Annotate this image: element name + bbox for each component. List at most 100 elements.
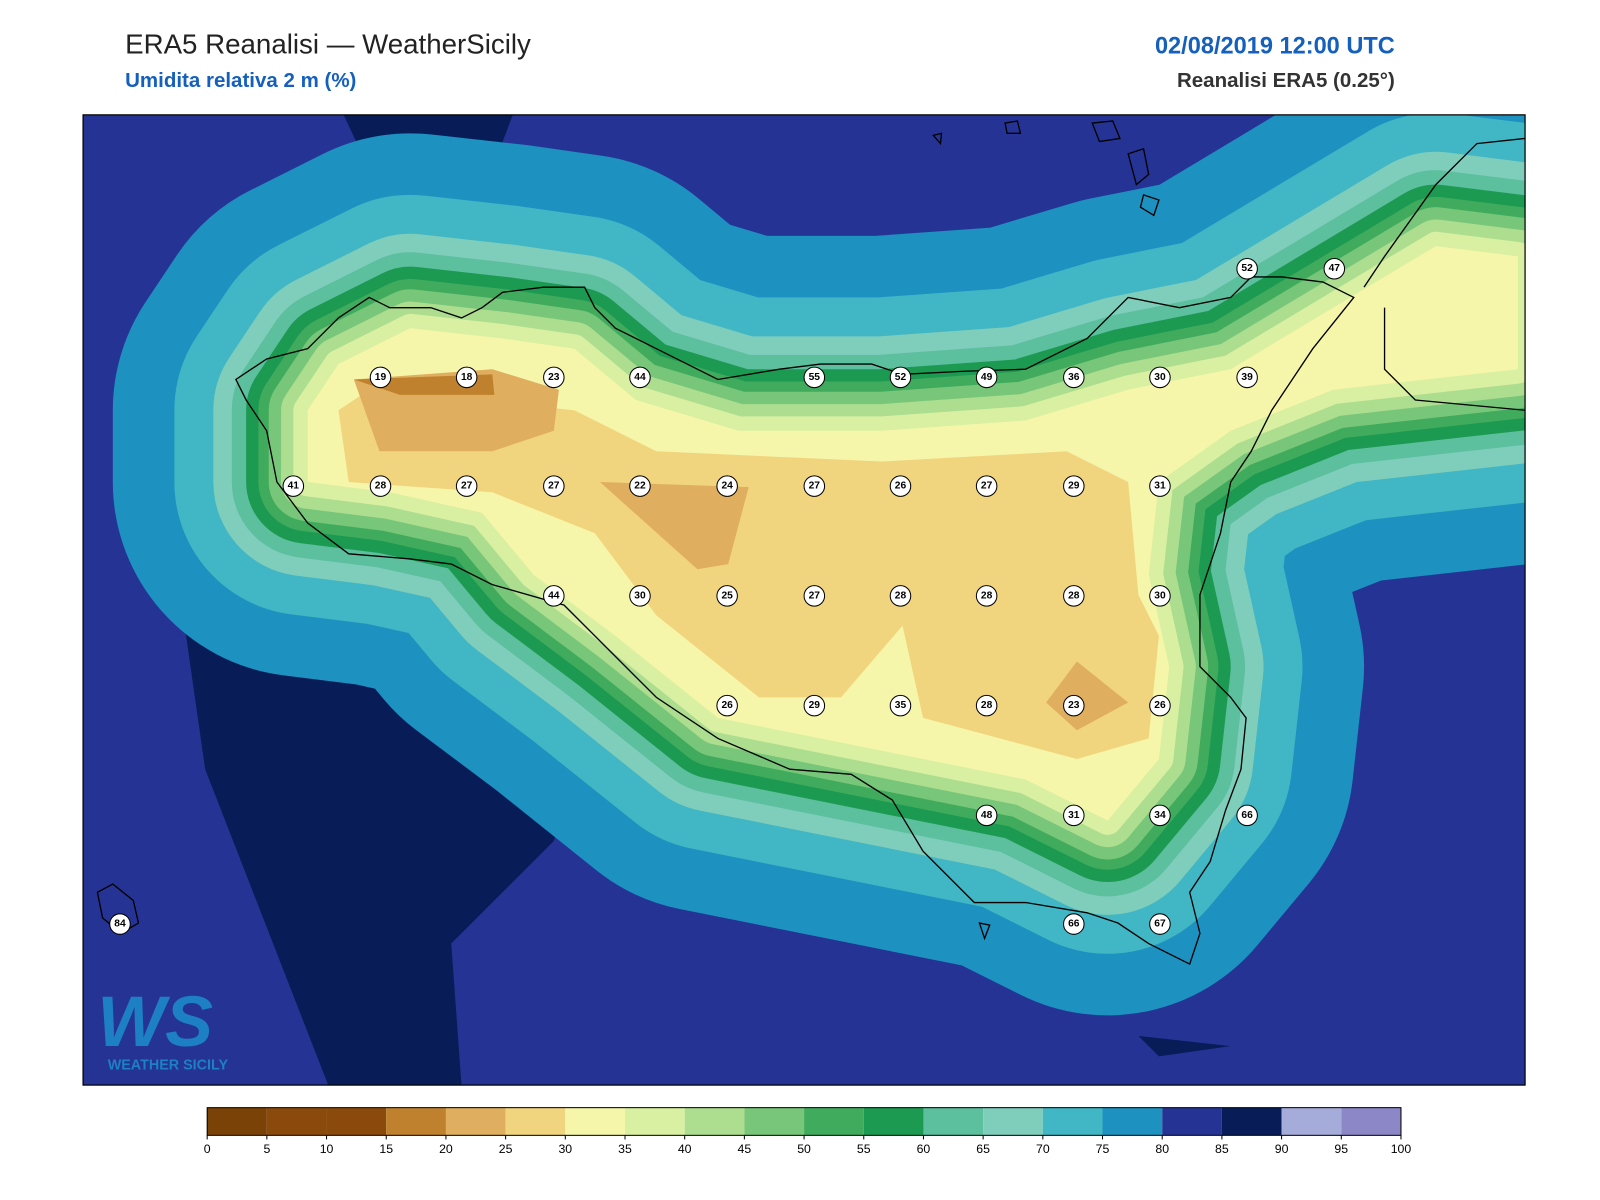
station-value: 47 [1329,263,1341,274]
station-marker [109,913,131,935]
colorbar-label: 55 [857,1142,871,1156]
colorbar-segment [207,1107,267,1136]
station-marker [803,366,826,389]
station-value: 26 [721,700,733,711]
datetime: 02/08/2019 12:00 UTC [1155,32,1395,58]
station-marker [1149,913,1171,935]
colorbar-segment [1102,1107,1163,1136]
station-marker [629,366,651,389]
station-value: 52 [895,372,907,383]
map-frame [82,114,1526,1086]
sicily-coast [235,276,1355,966]
station-marker [543,585,565,607]
title: ERA5 Reanalisi — WeatherSicily [125,28,531,59]
station-marker [1236,257,1258,280]
station-value: 29 [1068,481,1080,492]
station-value: 24 [721,481,733,492]
station-marker [1236,366,1258,389]
station-marker [889,475,912,497]
station-value: 22 [634,481,646,492]
station-marker [975,804,998,827]
station-marker [282,475,305,497]
colorbar-segment [625,1107,685,1136]
colorbar-label: 35 [618,1142,632,1156]
map: 52 47 19 18 23 44 55 52 49 36 30 39 41 28 27 27 22 24 27 26… [83,114,1526,1086]
colorbar-segment [744,1107,805,1136]
station-value: 84 [114,919,126,930]
station-value: 28 [981,700,993,711]
station-value: 67 [1154,919,1166,930]
colorbar-segment [326,1107,387,1136]
colorbar-label: 75 [1096,1142,1110,1156]
source: Reanalisi ERA5 (0.25°) [1177,69,1395,92]
colorbar-label: 25 [499,1142,513,1156]
colorbar-label: 15 [379,1142,393,1156]
station-marker [1149,475,1171,497]
colorbar: 0 5 10 15 20 25 30 35 40 45 50 55 60 65 70 75 80 85 90 95 10… [204,1107,1412,1156]
colorbar-segment [565,1107,626,1136]
station-value: 55 [809,372,821,383]
colorbar-label: 70 [1036,1142,1050,1156]
colorbar-label: 20 [439,1142,453,1156]
colorbar-segment [505,1107,566,1136]
station-marker [889,366,912,389]
station-marker [629,475,651,497]
station-value: 23 [1068,700,1080,711]
station-marker [543,475,565,497]
station-value: 49 [981,372,993,383]
station-marker [369,475,392,497]
island [932,120,1160,941]
stations: 52 47 19 18 23 44 55 52 49 36 30 39 41 28 27 27 22 24 27 26… [109,257,1346,935]
colorbar-segment [1221,1107,1282,1136]
colorbar-segment [804,1107,864,1136]
subtitle: Umidita relativa 2 m (%) [125,69,356,92]
island [96,883,140,935]
logo-mark: WS [97,982,213,1062]
station-value: 28 [375,481,387,492]
colorbar-label: 45 [738,1142,752,1156]
colorbar-segment [983,1107,1043,1136]
colorbar-segment [445,1107,506,1136]
station-value: 44 [548,590,560,601]
station-value: 41 [288,481,300,492]
colorbar-segment [1162,1107,1222,1136]
station-marker [1063,585,1085,607]
station-value: 39 [1241,372,1253,383]
station-value: 28 [895,590,907,601]
station-value: 27 [461,481,473,492]
station-marker [975,366,998,389]
station-value: 28 [981,590,993,601]
figure: ERA5 Reanalisi — WeatherSicily Umidita r… [82,28,1526,1156]
station-marker [1323,257,1346,280]
colorbar-label: 80 [1155,1142,1169,1156]
station-value: 30 [634,590,646,601]
station-marker [975,585,998,607]
station-marker [716,694,738,717]
colorbar-segment [266,1107,327,1136]
station-marker [889,694,912,717]
station-value: 25 [721,590,733,601]
station-marker [716,585,738,607]
calabria-coast [1363,137,1526,411]
colorbar-segment [1281,1107,1342,1136]
colorbar-segment [386,1107,446,1136]
station-marker [1236,804,1258,827]
colorbar-label: 85 [1215,1142,1229,1156]
station-marker [889,585,912,607]
colorbar-label: 90 [1275,1142,1289,1156]
colorbar-label: 100 [1391,1142,1412,1156]
colorbar-segment [863,1107,924,1136]
field-patch [599,482,749,570]
station-marker [803,694,826,717]
station-value: 44 [634,372,646,383]
colorbar-segment [1341,1107,1401,1136]
station-marker [1063,694,1085,717]
colorbar-label: 95 [1334,1142,1348,1156]
colorbar-label: 30 [558,1142,572,1156]
station-marker [1063,366,1085,389]
station-value: 19 [375,372,387,383]
station-marker [455,475,478,497]
station-value: 66 [1241,810,1253,821]
station-marker [975,475,998,497]
